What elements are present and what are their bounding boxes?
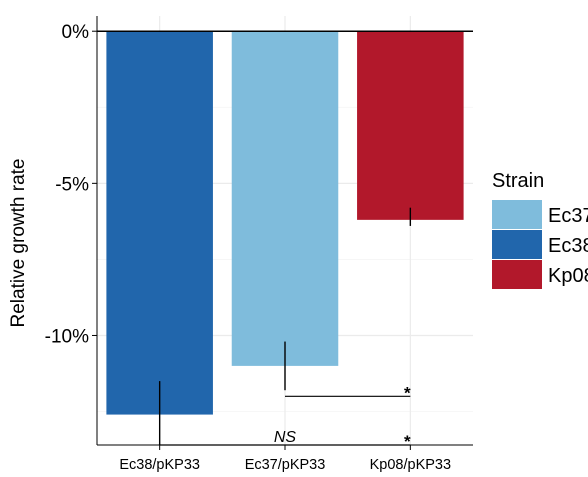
y-tick-label: -10% xyxy=(45,326,89,347)
legend: Strain Ec37 Ec38 Kp08 xyxy=(492,170,588,289)
bars-layer xyxy=(106,31,464,415)
y-axis-label: Relative growth rate xyxy=(8,159,29,328)
x-tick-label: Ec38/pKP33 xyxy=(119,457,200,473)
y-tick-label: -5% xyxy=(55,174,89,195)
significance-star: * xyxy=(404,432,411,451)
legend-label-ec38: Ec38 xyxy=(548,235,588,257)
legend-label-kp08: Kp08 xyxy=(548,265,588,287)
x-tick-label: Kp08/pKP33 xyxy=(370,457,451,473)
legend-key-ec38 xyxy=(492,230,542,259)
legend-key-kp08 xyxy=(492,260,542,289)
legend-title: Strain xyxy=(492,170,544,192)
y-tick-label: 0% xyxy=(62,22,90,43)
legend-key-ec37 xyxy=(492,200,542,229)
bar-kp08 xyxy=(357,31,464,220)
error-bars-layer xyxy=(158,207,412,445)
bar-ec37 xyxy=(231,31,339,366)
axes: 0% -5% -10% Ec38/pKP33 Ec37/pKP33 Kp08/pKP33 xyxy=(45,16,473,473)
x-tick-label: Ec37/pKP33 xyxy=(245,457,326,473)
significance-star: * xyxy=(404,383,411,402)
bar-ec38 xyxy=(106,31,213,415)
legend-label-ec37: Ec37 xyxy=(548,205,588,227)
significance-ns-label: NS xyxy=(274,429,297,446)
